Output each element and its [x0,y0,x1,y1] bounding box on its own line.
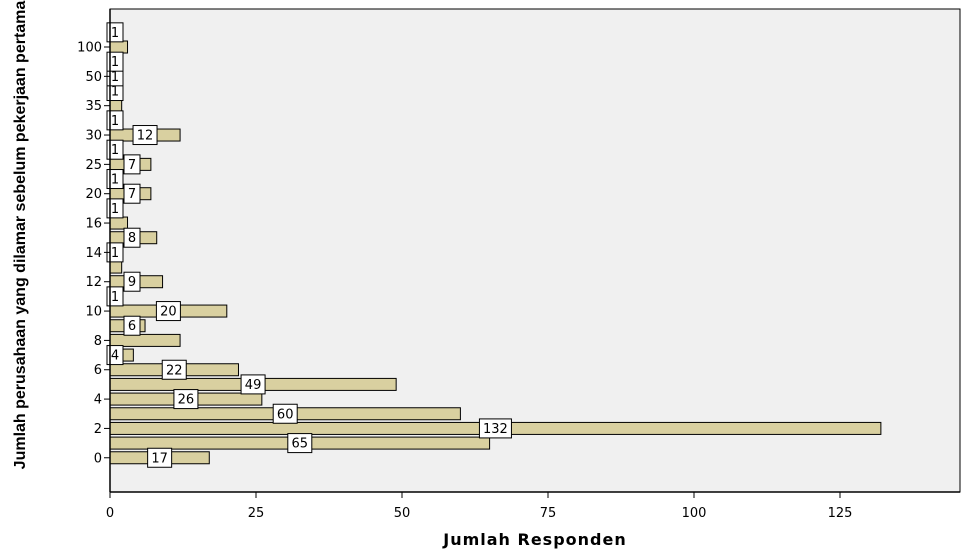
data-label-text: 1 [111,70,119,85]
data-label-box [106,22,124,43]
y-tick-label-6: 6 [94,363,102,378]
y-tick-label-16: 16 [85,217,102,232]
data-label-box [123,154,141,175]
data-label-text: 1 [111,202,119,217]
x-tick-label-100: 100 [682,506,707,521]
data-label-text: 1 [111,114,119,129]
data-label-text: 22 [166,363,183,378]
bar-100 [109,40,129,54]
data-label-text: 60 [277,407,294,422]
data-label-text: 49 [245,378,262,393]
data-label-12: 9 [123,271,141,292]
data-label-18: 1 [106,198,124,219]
data-label-box [123,271,141,292]
data-label-text: 1 [111,290,119,305]
data-label-text: 1 [111,55,119,70]
y-tick-label-10: 10 [85,305,102,320]
y-tick-label-4: 4 [94,393,102,408]
data-label-25: 7 [123,154,141,175]
data-label-text: 12 [137,129,154,144]
data-label-20: 7 [123,183,141,204]
data-label-box [106,110,124,131]
data-label-text: 8 [128,231,136,246]
x-tick-label-50: 50 [394,506,411,521]
data-label-text: 132 [483,422,508,437]
x-tick-label-0: 0 [106,506,114,521]
data-label-box [106,169,124,190]
y-tick-label-14: 14 [85,246,102,261]
data-label-box [123,315,141,336]
data-label-9: 6 [123,315,141,336]
data-label-box [123,227,141,248]
data-label-text: 1 [111,246,119,261]
data-label-10: 20 [155,301,181,322]
y-tick-label-20: 20 [85,187,102,202]
data-label-21: 1 [106,169,124,190]
data-label-box [106,345,124,366]
y-tick-label-50: 50 [85,70,102,85]
data-label-box [272,403,298,424]
x-axis-title: Jumlah Responden [443,530,627,549]
data-label-text: 4 [111,349,119,364]
x-tick-label-25: 25 [248,506,265,521]
data-label-text: 20 [160,305,177,320]
data-label-box [287,433,313,454]
y-tick-label-0: 0 [94,451,102,466]
data-label-box [155,301,181,322]
data-label-7: 4 [106,345,124,366]
data-label-5: 49 [240,374,266,395]
data-label-text: 1 [111,26,119,41]
data-label-3: 60 [272,403,298,424]
data-label-4: 26 [173,389,199,410]
y-tick-label-8: 8 [94,334,102,349]
data-label-text: 65 [292,437,309,452]
data-label-text: 26 [178,393,195,408]
bar-16 [109,216,129,230]
data-label-box [161,359,187,380]
data-label-1: 65 [287,433,313,454]
y-tick-label-25: 25 [85,158,102,173]
y-tick-label-2: 2 [94,422,102,437]
data-label-box [106,51,124,72]
bar-13 [109,260,123,274]
data-label-60: 1 [106,51,124,72]
data-label-text: 1 [111,85,119,100]
data-label-11: 1 [106,286,124,307]
data-label-text: 7 [128,158,136,173]
y-tick-label-100: 100 [77,41,102,56]
y-tick-label-30: 30 [85,129,102,144]
data-label-box [173,389,199,410]
data-label-32: 1 [106,110,124,131]
y-tick-label-35: 35 [85,99,102,114]
data-label-6: 22 [161,359,187,380]
data-label-0: 17 [147,447,173,468]
data-label-box [240,374,266,395]
data-label-box [106,198,124,219]
data-label-text: 9 [128,275,136,290]
y-tick-label-12: 12 [85,275,102,290]
x-tick-label-125: 125 [828,506,853,521]
y-axis-title: Jumlah perusahaan yang dilamar sebelum p… [12,0,29,470]
data-label-box [147,447,173,468]
data-label-box [106,286,124,307]
data-label-box [478,418,512,439]
data-label-30: 12 [132,125,158,146]
data-label-box [123,183,141,204]
data-label-box [132,125,158,146]
data-label-150: 1 [106,22,124,43]
data-label-15: 8 [123,227,141,248]
data-label-text: 17 [151,451,168,466]
data-label-text: 6 [128,319,136,334]
data-label-box [106,139,124,160]
data-label-28: 1 [106,139,124,160]
data-label-2: 132 [478,418,512,439]
data-label-text: 1 [111,143,119,158]
bar-35 [109,99,123,113]
x-tick-label-75: 75 [540,506,557,521]
bar-8 [109,333,181,347]
data-label-text: 7 [128,187,136,202]
data-label-text: 1 [111,173,119,188]
